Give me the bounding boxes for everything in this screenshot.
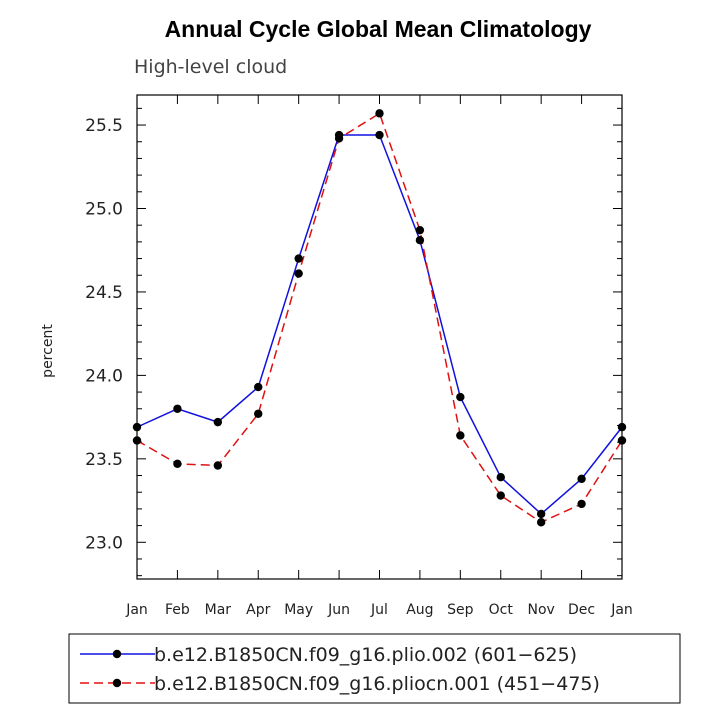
- legend: b.e12.B1850CN.f09_g16.plio.002 (601−625)…: [80, 644, 600, 695]
- data-point-series-1: [415, 236, 425, 245]
- y-tick-label: 25.0: [85, 199, 123, 219]
- y-tick-label: 23.5: [85, 450, 123, 470]
- chart-subtitle: High-level cloud: [134, 56, 287, 78]
- data-point-series-1: [132, 422, 142, 432]
- data-point-series-1: [456, 392, 465, 402]
- data-point-series-2: [375, 109, 384, 118]
- x-axis: Jan Feb Mar Apr May Jun Jul Aug Sep Oct Nov Dec Jan: [125, 95, 633, 618]
- data-point-series-2: [334, 134, 344, 143]
- data-point-series-1: [496, 472, 505, 482]
- series-line-1: [136, 134, 623, 515]
- data-point-series-2: [173, 459, 182, 469]
- y-axis: 23.0 23.5 24.0 24.5 25.0 25.5: [85, 107, 622, 577]
- legend-label-1: b.e12.B1850CN.f09_g16.plio.002 (601−625): [154, 644, 577, 666]
- data-point-series-2: [456, 431, 465, 440]
- data-point-series-2: [496, 491, 505, 500]
- plot-area: [132, 109, 627, 527]
- data-point-series-2: [254, 409, 263, 418]
- data-point-series-2: [617, 436, 627, 445]
- x-tick-label: May: [284, 602, 313, 618]
- y-tick-label: 23.0: [85, 533, 123, 553]
- x-tick-label: Jan: [610, 602, 633, 618]
- legend-box: [68, 633, 681, 704]
- chart-title: Annual Cycle Global Mean Climatology: [165, 16, 592, 42]
- x-tick-label: Dec: [568, 602, 595, 618]
- y-tick-label: 24.5: [85, 283, 123, 303]
- data-point-series-1: [375, 130, 384, 140]
- data-point-series-1: [173, 404, 182, 413]
- x-tick-label: Oct: [489, 602, 514, 618]
- y-axis-label: percent: [40, 324, 56, 378]
- x-tick-label: Aug: [406, 602, 433, 618]
- data-point-series-2: [415, 225, 425, 235]
- data-point-series-1: [294, 254, 303, 263]
- x-tick-label: Mar: [205, 602, 232, 618]
- legend-marker-1: [112, 649, 122, 659]
- legend-label-2: b.e12.B1850CN.f09_g16.pliocn.001 (451−47…: [154, 673, 600, 695]
- data-point-series-1: [577, 474, 586, 484]
- x-tick-label: Jan: [125, 602, 148, 618]
- x-tick-label: Sep: [447, 602, 474, 618]
- data-point-series-1: [213, 417, 223, 427]
- y-tick-label: 25.5: [85, 116, 123, 136]
- data-point-series-1: [617, 422, 627, 432]
- x-tick-label: Nov: [528, 602, 555, 618]
- x-tick-label: Jun: [327, 602, 350, 618]
- x-tick-label: Jul: [370, 602, 388, 618]
- y-tick-label: 24.0: [85, 366, 123, 386]
- x-tick-label: Feb: [165, 602, 190, 618]
- data-point-series-2: [577, 499, 586, 509]
- x-tick-label: Apr: [246, 602, 270, 618]
- data-point-series-1: [536, 509, 546, 519]
- legend-marker-2: [112, 678, 122, 688]
- data-point-series-1: [254, 382, 263, 392]
- data-point-series-2: [213, 461, 223, 470]
- series-line-2: [136, 112, 623, 524]
- data-point-series-2: [132, 436, 142, 445]
- data-point-series-2: [536, 518, 546, 527]
- data-point-series-2: [294, 269, 303, 278]
